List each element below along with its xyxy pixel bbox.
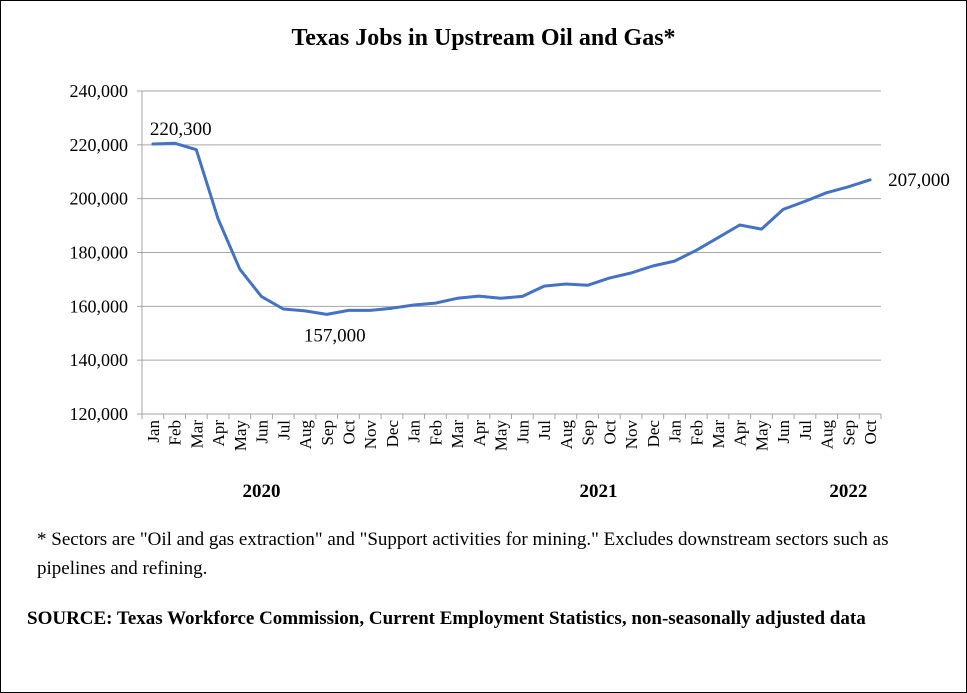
footnote: * Sectors are "Oil and gas extraction" a… [37, 529, 889, 579]
y-tick-label: 120,000 [70, 404, 129, 424]
x-tick-label: Apr [731, 420, 750, 447]
x-tick-label: Mar [448, 420, 467, 449]
data-label: 220,300 [150, 119, 212, 140]
year-label: 2022 [829, 481, 867, 502]
x-tick-label: May [231, 420, 250, 452]
chart-title: Texas Jobs in Upstream Oil and Gas* [291, 25, 676, 51]
x-tick-label: Mar [187, 420, 206, 449]
x-tick-label: Jan [144, 420, 163, 443]
axis-layer: 120,000 140,000 160,000 180,000 200,000 220,0… [70, 81, 882, 502]
x-tick-label: Dec [644, 420, 663, 448]
source-note: SOURCE: Texas Workforce Commission, Curr… [27, 608, 866, 629]
x-tick-label: Jul [274, 420, 293, 440]
x-tick-label: Jun [513, 420, 532, 444]
x-tick-label: Mar [709, 420, 728, 449]
y-tick-label: 200,000 [70, 189, 129, 209]
x-tick-label: Jan [666, 420, 685, 443]
x-tick-label: Aug [296, 420, 315, 450]
x-tick-label: Aug [818, 420, 837, 450]
x-tick-label: Sep [318, 420, 337, 446]
y-tick-label: 180,000 [70, 243, 129, 263]
data-label: 157,000 [304, 325, 366, 346]
line-layer [151, 141, 872, 316]
y-tick-label: 140,000 [70, 350, 129, 370]
y-tick-label: 160,000 [70, 296, 129, 316]
x-tick-label: Jul [796, 420, 815, 440]
year-label: 2021 [579, 481, 617, 502]
year-label: 2020 [243, 481, 281, 502]
x-tick-label: Jan [405, 420, 424, 443]
x-tick-label: Nov [622, 420, 641, 450]
series-line [151, 141, 872, 316]
x-tick-label: Feb [166, 420, 185, 446]
y-tick-label: 240,000 [70, 81, 129, 101]
x-tick-label: Sep [579, 420, 598, 446]
x-tick-label: Apr [470, 420, 489, 447]
data-label: 207,000 [888, 170, 950, 191]
x-tick-label: May [492, 420, 511, 452]
x-tick-label: Jun [253, 420, 272, 444]
x-tick-label: Oct [600, 420, 619, 445]
chart-plot: 120,000 140,000 160,000 180,000 200,000 220,0… [70, 81, 950, 502]
x-tick-label: Feb [426, 420, 445, 446]
x-tick-label: Oct [339, 420, 358, 445]
grid-layer [142, 90, 881, 361]
x-tick-label: Sep [839, 420, 858, 446]
x-tick-label: Dec [383, 420, 402, 448]
x-tick-label: Jul [535, 420, 554, 440]
x-tick-label: Oct [861, 420, 880, 445]
x-tick-label: May [752, 420, 771, 452]
x-tick-label: Apr [209, 420, 228, 447]
x-tick-label: Feb [687, 420, 706, 446]
x-tick-label: Aug [557, 420, 576, 450]
y-tick-label: 220,000 [70, 135, 129, 155]
label-layer: 220,300 157,000 207,000 [150, 119, 950, 346]
x-tick-label: Jun [774, 420, 793, 444]
x-tick-label: Nov [361, 420, 380, 450]
